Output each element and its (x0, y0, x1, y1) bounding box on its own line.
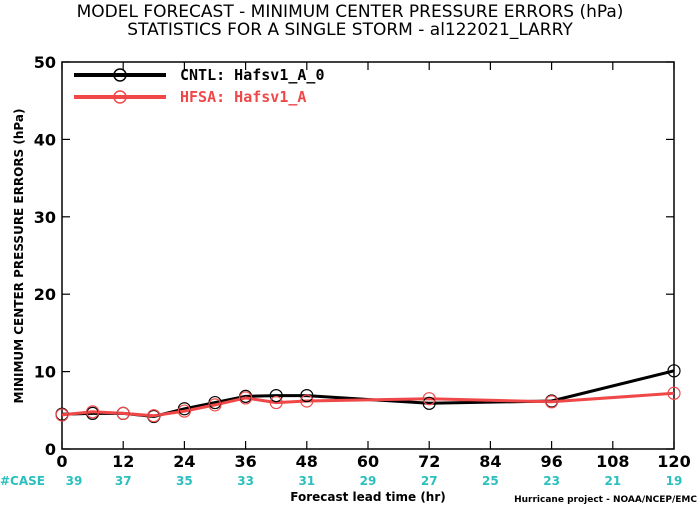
y-tick-label: 40 (34, 130, 56, 149)
x-tick-label: 108 (596, 452, 629, 471)
legend-label-hfsa: HFSA: Hafsv1_A (180, 88, 306, 106)
data-point-cntl (300, 388, 314, 403)
x-tick-label: 60 (357, 452, 379, 471)
data-point-hfsa (85, 405, 100, 419)
case-count: 31 (298, 474, 315, 488)
chart-title-line-2: STATISTICS FOR A SINGLE STORM - al122021… (127, 20, 573, 40)
y-axis-label: MINIMUM CENTER PRESSURE ERRORS (hPa) (12, 109, 26, 404)
x-tick-label: 24 (173, 452, 195, 471)
series-line-hfsa (61, 391, 675, 418)
data-point-hfsa (177, 404, 191, 418)
x-tick-label: 48 (296, 452, 318, 471)
y-tick-label: 0 (45, 440, 56, 459)
credit-text: Hurricane project - NOAA/NCEP/EMC (514, 495, 697, 505)
case-count: 29 (360, 474, 377, 488)
data-point-hfsa (422, 392, 436, 406)
x-tick-label: 72 (418, 452, 440, 471)
x-tick-label: 12 (112, 452, 134, 471)
x-axis: 0 12 24 36 48 60 72 84 96 108 120 (56, 62, 691, 471)
data-point-cntl (667, 364, 681, 378)
y-tick-label: 10 (34, 363, 56, 382)
data-point-hfsa (544, 395, 559, 409)
case-count: 33 (237, 474, 254, 488)
data-point-cntl (422, 396, 436, 410)
y-axis: 0 10 20 30 40 50 (34, 53, 674, 459)
chart-title-line-1: MODEL FORECAST - MINIMUM CENTER PRESSURE… (77, 2, 624, 22)
data-point-hfsa (208, 398, 222, 412)
case-counts: 39 37 35 33 31 29 27 25 23 21 19 (66, 474, 683, 488)
x-tick-label: 36 (234, 452, 256, 471)
data-point-hfsa (55, 408, 69, 422)
legend-marker-cntl (113, 68, 127, 82)
case-count: 21 (604, 474, 621, 488)
data-point-hfsa (116, 406, 130, 420)
data-point-hfsa (300, 394, 314, 408)
y-tick-label: 50 (34, 53, 56, 72)
data-point-cntl (269, 388, 283, 403)
y-tick-label: 30 (34, 208, 56, 227)
series-layer (55, 364, 681, 424)
case-count: 35 (176, 474, 193, 488)
case-row-label: #CASE (0, 474, 45, 488)
legend: CNTL: Hafsv1_A_0 HFSA: Hafsv1_A (74, 66, 325, 106)
case-count: 19 (666, 474, 683, 488)
x-tick-label: 0 (56, 452, 67, 471)
case-count: 39 (66, 474, 83, 488)
y-tick-label: 20 (34, 285, 56, 304)
case-count: 25 (482, 474, 499, 488)
legend-marker-hfsa (113, 90, 127, 104)
x-tick-label: 120 (657, 452, 690, 471)
data-point-hfsa (147, 409, 161, 423)
data-point-hfsa (667, 386, 681, 400)
case-count: 37 (115, 474, 132, 488)
case-count: 27 (421, 474, 438, 488)
x-axis-label: Forecast lead time (hr) (290, 490, 446, 504)
x-tick-label: 96 (540, 452, 562, 471)
plot-frame (61, 61, 675, 450)
legend-label-cntl: CNTL: Hafsv1_A_0 (180, 66, 325, 84)
data-point-hfsa (239, 391, 253, 405)
data-point-hfsa (269, 395, 283, 410)
x-tick-label: 84 (479, 452, 501, 471)
case-count: 23 (543, 474, 560, 488)
